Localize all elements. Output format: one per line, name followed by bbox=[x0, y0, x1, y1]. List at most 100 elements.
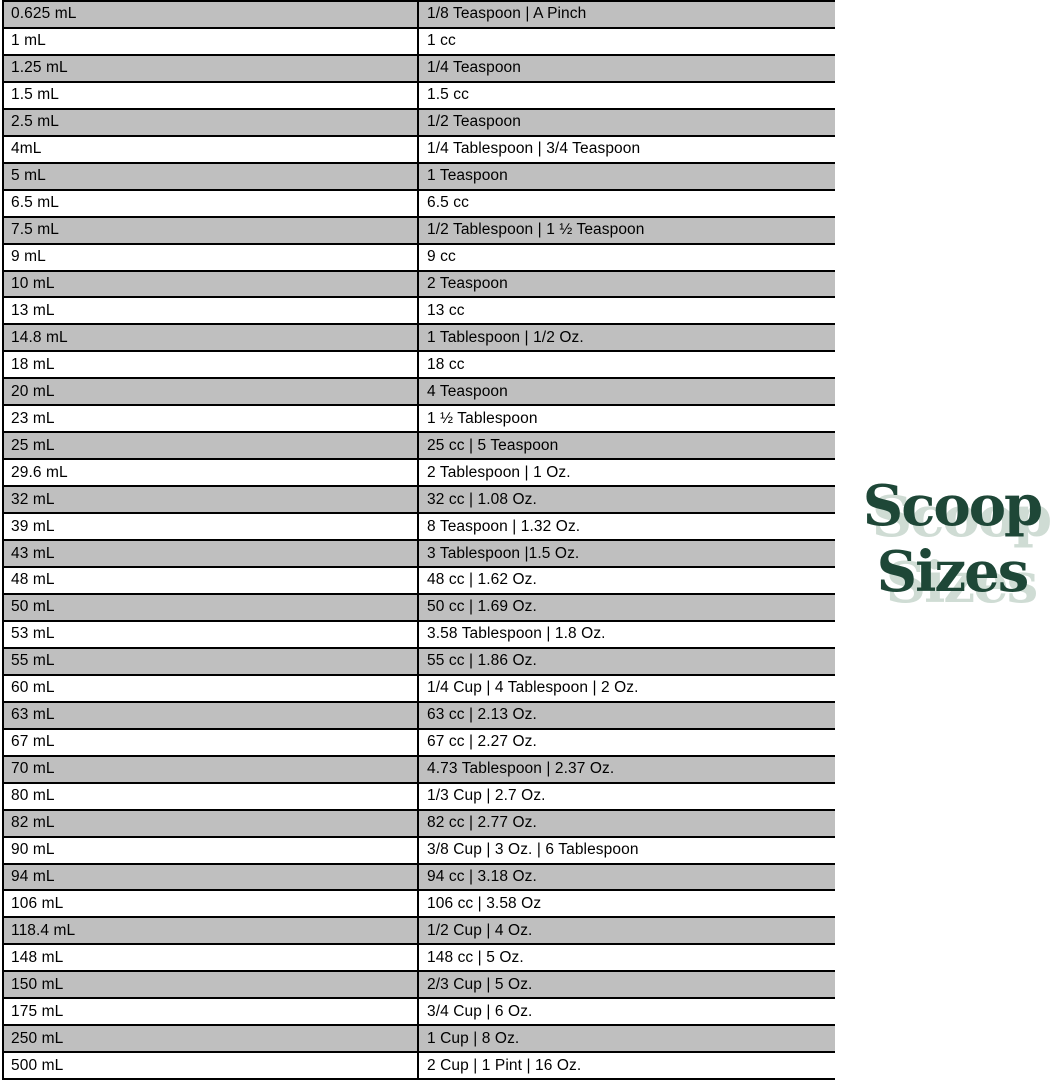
cell-milliliters: 25 mL bbox=[4, 433, 419, 459]
cell-equivalent: 1/3 Cup | 2.7 Oz. bbox=[427, 787, 546, 805]
table-row: 10 mL 2 Teaspoon bbox=[4, 269, 835, 297]
table-row: 55 mL 55 cc | 1.86 Oz. bbox=[4, 646, 835, 674]
cell-equivalent: 1/4 Teaspoon bbox=[427, 59, 521, 77]
cell-milliliters: 1 mL bbox=[4, 28, 419, 54]
table-row: 43 mL 3 Tablespoon |1.5 Oz. bbox=[4, 539, 835, 567]
cell-equivalent: 63 cc | 2.13 Oz. bbox=[427, 706, 537, 724]
cell-equivalent: 2/3 Cup | 5 Oz. bbox=[427, 975, 533, 993]
cell-equivalent: 4 Teaspoon bbox=[427, 382, 508, 400]
table-row: 39 mL 8 Teaspoon | 1.32 Oz. bbox=[4, 512, 835, 540]
cell-equivalent: 2 Teaspoon bbox=[427, 275, 508, 292]
cell-equivalent: 25 cc | 5 Teaspoon bbox=[427, 436, 559, 454]
cell-milliliters: 9 mL bbox=[4, 244, 419, 270]
cell-milliliters: 175 mL bbox=[4, 999, 419, 1025]
cell-milliliters: 7.5 mL bbox=[4, 217, 419, 243]
cell-equivalent: 6.5 cc bbox=[427, 194, 469, 212]
table-row: 5 mL 1 Teaspoon bbox=[4, 161, 835, 189]
cell-equivalent: 1 Cup | 8 Oz. bbox=[427, 1029, 520, 1047]
cell-milliliters: 2.5 mL bbox=[4, 109, 419, 135]
cell-equivalent: 94 cc | 3.18 Oz. bbox=[427, 867, 537, 885]
cell-equivalent: 2 Tablespoon | 1 Oz. bbox=[427, 463, 571, 481]
table-row: 80 mL 1/3 Cup | 2.7 Oz. bbox=[4, 781, 835, 809]
cell-milliliters: 43 mL bbox=[4, 541, 419, 567]
table-row: 106 mL 106 cc | 3.58 Oz bbox=[4, 889, 835, 917]
cell-milliliters: 48 mL bbox=[4, 568, 419, 593]
table-row: 6.5 mL 6.5 cc bbox=[4, 188, 835, 216]
cell-milliliters: 80 mL bbox=[4, 783, 419, 809]
cell-milliliters: 250 mL bbox=[4, 1026, 419, 1052]
table-row: 63 mL 63 cc | 2.13 Oz. bbox=[4, 700, 835, 728]
cell-milliliters: 53 mL bbox=[4, 621, 419, 647]
logo-line-1: Scoop bbox=[862, 473, 1043, 539]
table-row: 90 mL 3/8 Cup | 3 Oz. | 6 Tablespoon bbox=[4, 835, 835, 863]
cell-milliliters: 4mL bbox=[4, 136, 419, 162]
cell-equivalent: 3/4 Cup | 6 Oz. bbox=[427, 1002, 533, 1020]
cell-milliliters: 20 mL bbox=[4, 379, 419, 405]
table-row: 32 mL 32 cc | 1.08 Oz. bbox=[4, 485, 835, 513]
cell-equivalent: 1/2 Cup | 4 Oz. bbox=[427, 921, 533, 939]
cell-equivalent: 1 Tablespoon | 1/2 Oz. bbox=[427, 328, 584, 346]
table-row: 1 mL 1 cc bbox=[4, 26, 835, 54]
table-row: 2.5 mL 1/2 Teaspoon bbox=[4, 107, 835, 135]
cell-equivalent: 1/4 Tablespoon | 3/4 Teaspoon bbox=[427, 140, 641, 158]
cell-milliliters: 18 mL bbox=[4, 352, 419, 378]
cell-equivalent: 1 ½ Tablespoon bbox=[427, 409, 538, 427]
cell-milliliters: 82 mL bbox=[4, 810, 419, 836]
table-row: 13 mL 13 cc bbox=[4, 296, 835, 324]
cell-equivalent: 3.58 Tablespoon | 1.8 Oz. bbox=[427, 625, 606, 643]
cell-milliliters: 6.5 mL bbox=[4, 190, 419, 216]
table-row: 53 mL 3.58 Tablespoon | 1.8 Oz. bbox=[4, 619, 835, 647]
cell-equivalent: 1/2 Teaspoon bbox=[427, 113, 521, 131]
cell-milliliters: 118.4 mL bbox=[4, 918, 419, 944]
cell-milliliters: 0.625 mL bbox=[4, 2, 419, 27]
cell-milliliters: 32 mL bbox=[4, 487, 419, 513]
table-row: 20 mL 4 Teaspoon bbox=[4, 377, 835, 405]
cell-milliliters: 150 mL bbox=[4, 972, 419, 998]
cell-equivalent: 55 cc | 1.86 Oz. bbox=[427, 652, 537, 670]
cell-milliliters: 70 mL bbox=[4, 756, 419, 782]
table-row: 175 mL 3/4 Cup | 6 Oz. bbox=[4, 997, 835, 1025]
table-row: 25 mL 25 cc | 5 Teaspoon bbox=[4, 431, 835, 459]
logo-line-2: Sizes bbox=[876, 539, 1030, 605]
cell-milliliters: 13 mL bbox=[4, 298, 419, 324]
cell-milliliters: 90 mL bbox=[4, 837, 419, 863]
cell-milliliters: 14.8 mL bbox=[4, 325, 419, 351]
cell-milliliters: 500 mL bbox=[4, 1053, 419, 1079]
table-row: 4mL 1/4 Tablespoon | 3/4 Teaspoon bbox=[4, 134, 835, 162]
cell-equivalent: 13 cc bbox=[427, 301, 465, 319]
cell-milliliters: 5 mL bbox=[4, 163, 419, 189]
cell-equivalent: 48 cc | 1.62 Oz. bbox=[427, 571, 537, 589]
cell-equivalent: 1 Teaspoon bbox=[427, 167, 508, 185]
cell-milliliters: 67 mL bbox=[4, 729, 419, 755]
cell-equivalent: 1/2 Tablespoon | 1 ½ Teaspoon bbox=[427, 221, 645, 239]
table-row: 29.6 mL 2 Tablespoon | 1 Oz. bbox=[4, 458, 835, 486]
cell-milliliters: 63 mL bbox=[4, 702, 419, 728]
table-row: 250 mL 1 Cup | 8 Oz. bbox=[4, 1024, 835, 1052]
cell-equivalent: 32 cc | 1.08 Oz. bbox=[427, 490, 537, 508]
cell-equivalent: 8 Teaspoon | 1.32 Oz. bbox=[427, 517, 581, 535]
conversion-table: 0.625 mL 1/8 Teaspoon | A Pinch 1 mL 1 cc 1.… bbox=[2, 0, 835, 1080]
table-row: 70 mL 4.73 Tablespoon | 2.37 Oz. bbox=[4, 754, 835, 782]
table-row: 7.5 mL 1/2 Tablespoon | 1 ½ Teaspoon bbox=[4, 215, 835, 243]
cell-equivalent: 2 Cup | 1 Pint | 16 Oz. bbox=[427, 1056, 582, 1074]
cell-equivalent: 1 cc bbox=[427, 32, 456, 50]
cell-equivalent: 67 cc | 2.27 Oz. bbox=[427, 733, 537, 751]
table-row: 50 mL 50 cc | 1.69 Oz. bbox=[4, 592, 835, 620]
table-row: 14.8 mL 1 Tablespoon | 1/2 Oz. bbox=[4, 323, 835, 351]
cell-equivalent: 1/4 Cup | 4 Tablespoon | 2 Oz. bbox=[427, 679, 639, 697]
cell-milliliters: 1.25 mL bbox=[4, 55, 419, 81]
table-row: 0.625 mL 1/8 Teaspoon | A Pinch bbox=[4, 0, 835, 27]
table-row: 148 mL 148 cc | 5 Oz. bbox=[4, 943, 835, 971]
table-row: 82 mL 82 cc | 2.77 Oz. bbox=[4, 808, 835, 836]
table-row: 67 mL 67 cc | 2.27 Oz. bbox=[4, 727, 835, 755]
cell-equivalent: 1.5 cc bbox=[427, 86, 469, 104]
table-row: 1.25 mL 1/4 Teaspoon bbox=[4, 53, 835, 81]
cell-equivalent: 9 cc bbox=[427, 248, 456, 266]
cell-equivalent: 106 cc | 3.58 Oz bbox=[427, 894, 542, 912]
table-row: 48 mL 48 cc | 1.62 Oz. bbox=[4, 566, 835, 593]
cell-milliliters: 10 mL bbox=[4, 271, 419, 297]
table-row: 23 mL 1 ½ Tablespoon bbox=[4, 404, 835, 432]
table-row: 118.4 mL 1/2 Cup | 4 Oz. bbox=[4, 916, 835, 944]
cell-equivalent: 18 cc bbox=[427, 355, 465, 373]
table-row: 60 mL 1/4 Cup | 4 Tablespoon | 2 Oz. bbox=[4, 673, 835, 701]
